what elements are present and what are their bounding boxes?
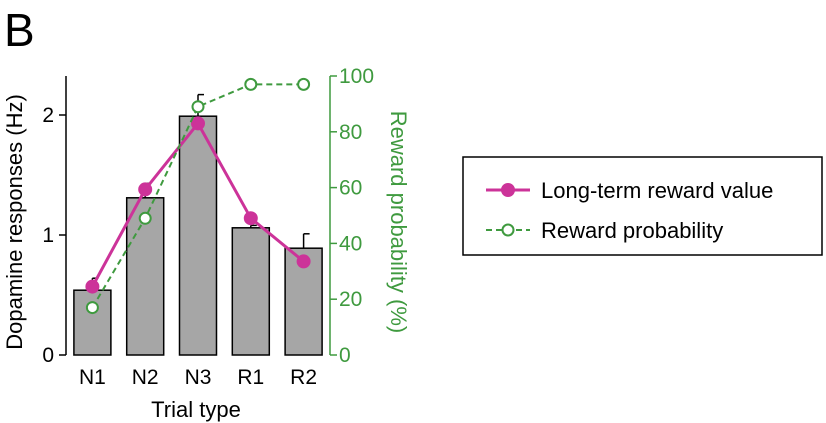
x-tick-label: R2	[290, 366, 317, 389]
bars	[73, 115, 323, 356]
series-point-0-R1	[243, 211, 258, 226]
x-tick-label: N3	[185, 366, 212, 389]
y2-tick-label: 80	[339, 121, 362, 144]
legend-label-1: Reward probability	[541, 218, 723, 243]
series-point-0-N3	[191, 116, 205, 131]
series-point-1-R2	[297, 77, 311, 91]
y2-tick-label: 20	[339, 288, 362, 311]
x-tick-label: N2	[132, 366, 159, 389]
y-tick-label: 2	[42, 104, 54, 127]
series-point-1-R1	[244, 77, 258, 91]
y2-axis-label: Reward probability (%)	[386, 111, 411, 334]
legend-label-0: Long-term reward value	[541, 178, 773, 203]
legend: Long-term reward value Reward probability	[462, 156, 823, 256]
series-point-1-N1	[85, 301, 99, 315]
y2-tick-label: 40	[339, 232, 362, 255]
y2-tick-label: 0	[339, 344, 351, 367]
series-line-1	[91, 83, 304, 309]
series-point-0-N1	[85, 279, 100, 294]
y2-tick-label: 60	[339, 177, 362, 200]
bar-N3	[178, 115, 218, 356]
panel-label: B	[4, 4, 35, 56]
legend-marker-1	[501, 223, 515, 237]
legend-box	[462, 156, 823, 256]
y2-tick-label: 100	[339, 65, 374, 88]
axes	[59, 75, 337, 356]
x-tick-label: N1	[79, 366, 106, 389]
x-axis-label: Trial type	[151, 397, 241, 422]
y-axis-label: Dopamine responses (Hz)	[2, 94, 27, 350]
series-point-1-N3	[191, 100, 205, 114]
y-tick-label: 1	[42, 224, 54, 247]
series-lines	[85, 77, 311, 315]
x-tick-label: R1	[237, 366, 264, 389]
bar-R1	[231, 227, 271, 356]
y-tick-label: 0	[42, 344, 54, 367]
bar-N1	[73, 289, 112, 356]
legend-marker-0	[501, 183, 515, 197]
series-point-1-N2	[138, 211, 152, 225]
series-point-0-R2	[296, 254, 311, 269]
series-point-0-N2	[138, 182, 153, 197]
